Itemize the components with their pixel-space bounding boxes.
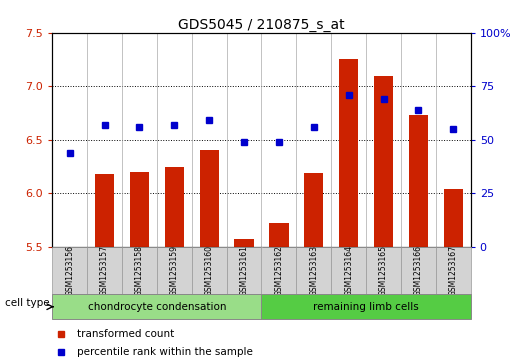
Text: GSM1253165: GSM1253165	[379, 245, 388, 296]
Text: GSM1253160: GSM1253160	[204, 245, 214, 296]
Bar	[226, 247, 262, 294]
Text: percentile rank within the sample: percentile rank within the sample	[77, 347, 253, 357]
Text: transformed count: transformed count	[77, 329, 175, 339]
Bar	[374, 76, 393, 247]
Bar	[409, 115, 428, 247]
Bar	[444, 189, 463, 247]
Bar	[87, 247, 122, 294]
Text: GSM1253167: GSM1253167	[449, 245, 458, 296]
Text: cell type: cell type	[5, 298, 50, 308]
Bar	[52, 247, 87, 294]
Text: GSM1253161: GSM1253161	[240, 245, 248, 296]
Text: remaining limb cells: remaining limb cells	[313, 302, 419, 312]
Bar	[122, 247, 157, 294]
Title: GDS5045 / 210875_s_at: GDS5045 / 210875_s_at	[178, 18, 345, 32]
Bar	[157, 247, 192, 294]
Text: GSM1253156: GSM1253156	[65, 245, 74, 296]
Bar	[339, 60, 358, 247]
Bar	[366, 247, 401, 294]
Text: GSM1253164: GSM1253164	[344, 245, 353, 296]
Bar	[200, 150, 219, 247]
Bar	[165, 167, 184, 247]
Bar	[95, 174, 114, 247]
Bar	[192, 247, 226, 294]
Text: GSM1253159: GSM1253159	[170, 245, 179, 296]
Bar	[436, 247, 471, 294]
Bar	[130, 172, 149, 247]
Text: GSM1253158: GSM1253158	[135, 245, 144, 296]
Text: GSM1253166: GSM1253166	[414, 245, 423, 296]
Bar	[331, 247, 366, 294]
Bar	[262, 294, 471, 319]
Bar	[269, 223, 289, 247]
Bar	[401, 247, 436, 294]
Text: GSM1253163: GSM1253163	[309, 245, 319, 296]
Bar	[262, 247, 297, 294]
Text: chondrocyte condensation: chondrocyte condensation	[88, 302, 226, 312]
Bar	[304, 173, 323, 247]
Bar	[234, 239, 254, 247]
Text: GSM1253157: GSM1253157	[100, 245, 109, 296]
Text: GSM1253162: GSM1253162	[275, 245, 283, 296]
Bar	[297, 247, 331, 294]
Bar	[52, 294, 262, 319]
